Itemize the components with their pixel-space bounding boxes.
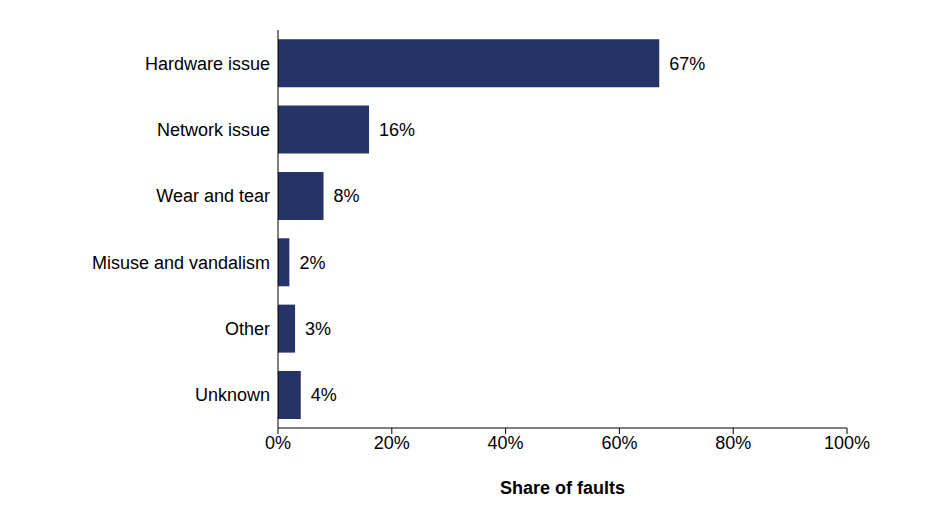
svg-text:0%: 0% bbox=[265, 433, 291, 453]
svg-text:Misuse and vandalism: Misuse and vandalism bbox=[92, 253, 270, 273]
svg-text:Wear and tear: Wear and tear bbox=[156, 186, 270, 206]
svg-text:2%: 2% bbox=[299, 253, 325, 273]
svg-text:20%: 20% bbox=[374, 433, 410, 453]
svg-text:Hardware issue: Hardware issue bbox=[145, 54, 270, 74]
svg-text:Network issue: Network issue bbox=[157, 120, 270, 140]
svg-text:40%: 40% bbox=[488, 433, 524, 453]
svg-text:80%: 80% bbox=[715, 433, 751, 453]
svg-text:Share of faults: Share of faults bbox=[500, 478, 625, 498]
svg-text:67%: 67% bbox=[669, 54, 705, 74]
svg-text:4%: 4% bbox=[311, 385, 337, 405]
svg-text:60%: 60% bbox=[601, 433, 637, 453]
svg-text:100%: 100% bbox=[824, 433, 870, 453]
svg-text:Other: Other bbox=[225, 319, 270, 339]
svg-text:Unknown: Unknown bbox=[195, 385, 270, 405]
svg-text:3%: 3% bbox=[305, 319, 331, 339]
svg-text:8%: 8% bbox=[334, 186, 360, 206]
svg-text:16%: 16% bbox=[379, 120, 415, 140]
